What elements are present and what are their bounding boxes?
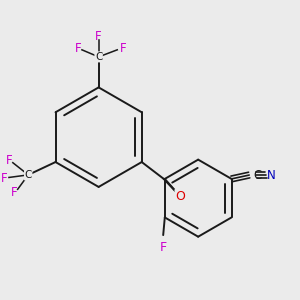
- Text: F: F: [95, 29, 102, 43]
- Text: F: F: [119, 42, 126, 56]
- Text: F: F: [1, 172, 8, 184]
- Text: O: O: [175, 190, 185, 203]
- Text: F: F: [11, 186, 17, 199]
- Text: F: F: [160, 241, 167, 254]
- Text: C: C: [95, 52, 102, 62]
- Text: C: C: [25, 170, 32, 180]
- Text: F: F: [6, 154, 12, 167]
- Text: N: N: [267, 169, 276, 182]
- Text: F: F: [74, 42, 81, 56]
- Text: C: C: [253, 169, 261, 182]
